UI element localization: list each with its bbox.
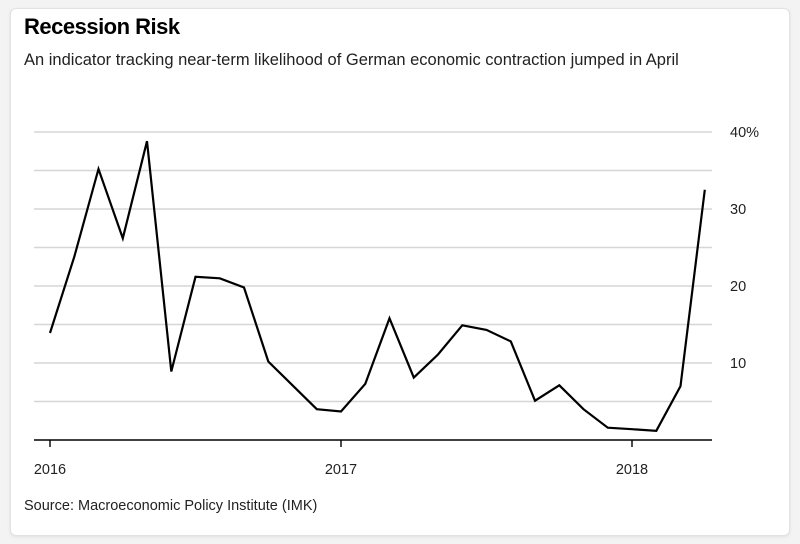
chart-card: [10, 8, 790, 536]
series-line: [48, 140, 706, 432]
x-tick-label: 2018: [616, 462, 648, 478]
chart-title: Recession Risk: [24, 14, 180, 39]
x-tick-label: 2017: [325, 462, 357, 478]
y-tick-label: 40%: [730, 125, 759, 141]
y-tick-label: 30: [730, 202, 746, 218]
y-tick-label: 20: [730, 279, 746, 295]
chart-source: Source: Macroeconomic Policy Institute (…: [24, 498, 318, 514]
x-tick-label: 2016: [34, 462, 66, 478]
y-tick-label: 10: [730, 356, 746, 372]
chart-subtitle: An indicator tracking near-term likeliho…: [24, 51, 679, 69]
